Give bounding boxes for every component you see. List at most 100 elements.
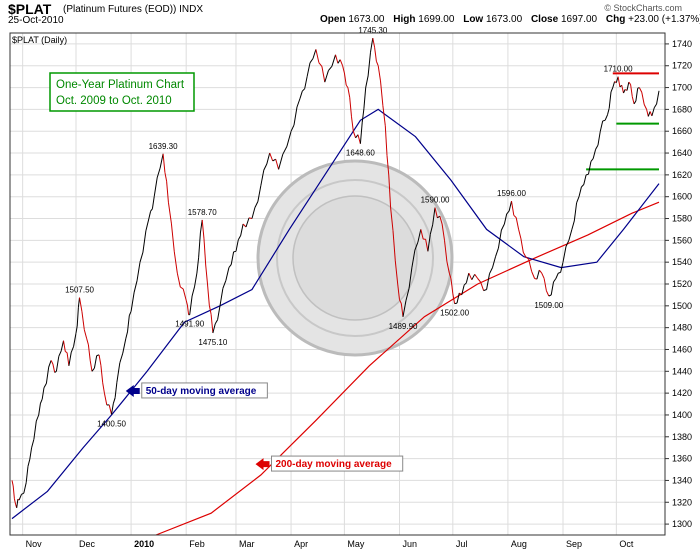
ma50-line [11,108,660,520]
price-segment [607,108,610,115]
price-segment [465,272,470,283]
price-segment [646,109,649,117]
ma-annotation-box [271,455,404,472]
price-segment [357,134,361,144]
price-segment [386,155,390,176]
price-segment [468,272,473,280]
x-tick-label: 2010 [134,539,154,549]
price-segment [237,235,242,241]
y-tick-label: 1520 [672,279,692,289]
price-segment [210,314,214,334]
price-segment [58,350,62,357]
chg-value: +23.00 (+1.37%) [628,14,700,25]
price-segment [315,49,320,63]
panel-label: $PLAT (Daily) [12,35,67,45]
price-segment [21,492,25,495]
price-segment [452,293,456,304]
x-tick-label: Jul [456,539,468,549]
price-segment [439,215,443,225]
price-segment [167,202,172,224]
price-segment [595,144,599,150]
price-segment [318,62,323,67]
price-segment [454,302,458,305]
price-segment [194,273,198,287]
price-segment [159,153,164,169]
price-segment [621,85,624,94]
price-segment [38,403,41,416]
price-segment [306,62,311,77]
price-segment [73,333,77,347]
price-segment [205,264,208,285]
price-segment [656,90,660,105]
price-segment [411,250,416,268]
price-segment [153,177,158,197]
price-segment [565,240,570,247]
price-segment [585,173,589,176]
price-segment [635,88,639,101]
ma-annotation-text: 200-day moving average [276,459,393,470]
y-tick-label: 1720 [672,61,692,71]
price-segment [55,356,60,372]
price-segment [139,252,144,263]
price-segment [128,311,132,316]
price-segment [355,134,359,139]
price-segment [571,220,575,230]
support-resistance-lines [586,72,659,171]
price-segment [414,242,419,251]
price-segment [359,122,363,144]
price-segment [534,278,538,280]
price-label: 1648.60 [346,149,375,158]
price-segment [578,186,582,197]
price-segment [266,152,271,165]
price-segment [592,149,597,159]
price-segment [384,125,388,156]
price-segment [380,80,384,106]
low-value: 1673.00 [486,14,523,25]
price-segment [370,38,374,53]
price-segment [86,338,89,345]
price-segment [278,154,284,170]
price-segment [474,274,479,279]
price-segment [522,252,527,257]
price-segment [16,499,19,508]
price-segment [203,238,207,266]
price-segment [531,271,536,279]
price-segment [492,256,496,268]
price-segment [417,229,422,243]
price-segment [114,382,118,398]
price-segment [68,352,72,366]
symbol-label: $PLAT [8,1,52,17]
price-segment [367,52,371,76]
price-segment [217,305,221,320]
price-labels: 1507.50 1400.50 1639.30 1491.90 1578.70 1475.… [65,26,633,428]
price-segment [402,300,407,317]
price-segment [45,367,50,384]
price-segment [148,211,152,219]
x-axis: Nov Dec 2010 Feb Mar Apr May Jun Jul Aug Sep Oct [26,539,634,549]
price-segment [427,234,431,252]
price-segment [328,65,333,71]
price-series [11,38,660,508]
price-segment [66,352,70,366]
price-segment [448,272,452,279]
price-segment [299,91,303,99]
price-segment [162,153,166,173]
x-tick-label: May [347,539,365,549]
plot-frame [9,32,666,536]
open-value: 1673.00 [348,14,385,25]
price-segment [254,201,259,208]
price-segment [76,307,79,327]
price-segment [13,498,17,505]
price-segment [653,103,658,108]
price-segment [91,367,95,372]
price-segment [87,344,91,361]
x-tick-label: Apr [294,539,308,549]
price-segment [263,163,268,171]
price-segment [142,230,147,253]
ohlc-readout: Open 1673.00 High 1699.00 Low 1673.00 Cl… [320,14,700,25]
price-segment [560,262,564,273]
price-segment [93,355,98,369]
price-segment [429,224,434,235]
price-segment [372,38,376,48]
price-segment [100,365,104,383]
